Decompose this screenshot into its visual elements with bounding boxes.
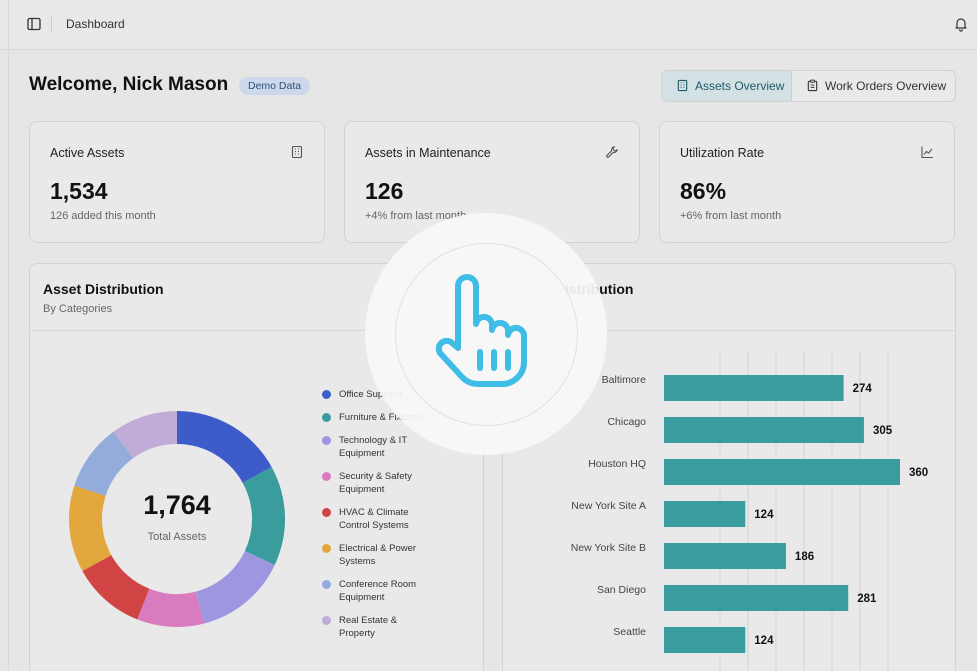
legend-label: Technology & IT Equipment bbox=[339, 435, 407, 459]
donut-slice-3[interactable] bbox=[137, 588, 204, 627]
bar[interactable] bbox=[664, 627, 746, 653]
bar[interactable] bbox=[664, 417, 864, 443]
pointer-hand-icon bbox=[435, 274, 528, 387]
legend-label: HVAC & Climate Control Systems bbox=[339, 507, 409, 531]
panel-divider bbox=[503, 330, 955, 331]
donut-slice-2[interactable] bbox=[195, 550, 275, 624]
sidebar-edge bbox=[8, 0, 9, 671]
legend-label: Real Estate & Property bbox=[339, 615, 398, 639]
stat-sub: +6% from last month bbox=[680, 210, 782, 222]
panel-title: Asset Distribution bbox=[43, 281, 164, 297]
stat-label: Active Assets bbox=[50, 146, 125, 160]
legend-swatch bbox=[322, 390, 331, 399]
building-icon bbox=[291, 145, 303, 159]
bar-value-label: 186 bbox=[795, 551, 814, 563]
legend-swatch bbox=[322, 472, 331, 481]
stat-card-utilization-rate: Utilization Rate 86% +6% from last month bbox=[659, 121, 955, 243]
panel-subtitle: By Categories bbox=[43, 303, 113, 315]
bar-category-label: New York Site A bbox=[571, 500, 646, 512]
line-chart-icon bbox=[921, 146, 933, 159]
donut-slice-0[interactable] bbox=[177, 411, 272, 483]
tab-work-orders-overview-label: Work Orders Overview bbox=[825, 79, 947, 93]
breadcrumb[interactable]: Dashboard bbox=[66, 17, 125, 31]
stat-sub: 126 added this month bbox=[50, 210, 156, 222]
legend-label: Furniture & Fixtures bbox=[339, 412, 423, 423]
donut-slice-6[interactable] bbox=[74, 431, 133, 496]
bar-value-label: 274 bbox=[853, 383, 873, 395]
topbar-divider bbox=[51, 16, 52, 32]
donut-slice-1[interactable] bbox=[242, 466, 285, 565]
bar[interactable] bbox=[664, 585, 849, 611]
donut-total-label: Total Assets bbox=[148, 531, 207, 543]
legend-label: Conference Room Equipment bbox=[339, 579, 417, 603]
bar[interactable] bbox=[664, 459, 900, 485]
panel-divider bbox=[30, 330, 483, 331]
legend-swatch bbox=[322, 508, 331, 517]
tab-assets-overview[interactable]: Assets Overview bbox=[662, 71, 792, 101]
legend-swatch bbox=[322, 544, 331, 553]
donut-slice-5[interactable] bbox=[69, 485, 112, 572]
tap-indicator bbox=[395, 243, 578, 426]
page-title: Welcome, Nick Mason bbox=[29, 74, 229, 95]
tab-work-orders-overview[interactable]: Work Orders Overview bbox=[793, 71, 955, 101]
bar-value-label: 305 bbox=[873, 425, 893, 437]
bar-category-label: San Diego bbox=[597, 584, 646, 596]
bar-value-label: 124 bbox=[754, 635, 774, 647]
overview-tabs: Assets Overview Work Orders Overview bbox=[661, 70, 956, 102]
bar-category-label: New York Site B bbox=[571, 542, 646, 554]
legend-swatch bbox=[322, 616, 331, 625]
bell-icon[interactable] bbox=[953, 16, 969, 32]
clipboard-icon bbox=[807, 79, 818, 92]
legend-swatch bbox=[322, 413, 331, 422]
donut-total-value: 1,764 bbox=[143, 490, 211, 520]
donut-slice-7[interactable] bbox=[113, 411, 177, 459]
stat-value: 126 bbox=[365, 178, 404, 204]
wrench-icon bbox=[606, 146, 618, 158]
bar-category-label: Chicago bbox=[607, 416, 646, 428]
bar-category-label: Seattle bbox=[613, 626, 646, 638]
stat-value: 86% bbox=[680, 178, 727, 204]
legend-label: Security & Safety Equipment bbox=[339, 471, 412, 495]
bar-category-label: Houston HQ bbox=[588, 458, 646, 470]
demo-data-badge: Demo Data bbox=[239, 77, 311, 95]
legend-label: Electrical & Power Systems bbox=[339, 543, 417, 567]
tab-assets-overview-label: Assets Overview bbox=[695, 79, 785, 93]
legend-label: Office Supplies bbox=[339, 389, 403, 400]
stat-label: Assets in Maintenance bbox=[365, 146, 491, 160]
bar-chart: Baltimore 274 Chicago 305 Houston HQ 360 New Y… bbox=[571, 352, 928, 671]
donut-slice-4[interactable] bbox=[82, 555, 150, 620]
building-icon bbox=[677, 79, 688, 92]
bar[interactable] bbox=[664, 543, 786, 569]
legend-swatch bbox=[322, 580, 331, 589]
legend-swatch bbox=[322, 436, 331, 445]
bar-category-label: Baltimore bbox=[602, 374, 647, 386]
stat-label: Utilization Rate bbox=[680, 146, 765, 160]
bar-value-label: 281 bbox=[857, 593, 877, 605]
bar-value-label: 124 bbox=[754, 509, 774, 521]
bar-value-label: 360 bbox=[909, 467, 928, 479]
stat-value: 1,534 bbox=[50, 178, 108, 204]
stat-sub: +4% from last month bbox=[365, 210, 467, 222]
stat-card-active-assets: Active Assets 1,534 126 added this month bbox=[29, 121, 325, 243]
sidebar-toggle-icon[interactable] bbox=[26, 16, 42, 32]
bar[interactable] bbox=[664, 501, 746, 527]
donut-chart: 1,764 Total Assets bbox=[69, 411, 285, 627]
bar[interactable] bbox=[664, 375, 844, 401]
